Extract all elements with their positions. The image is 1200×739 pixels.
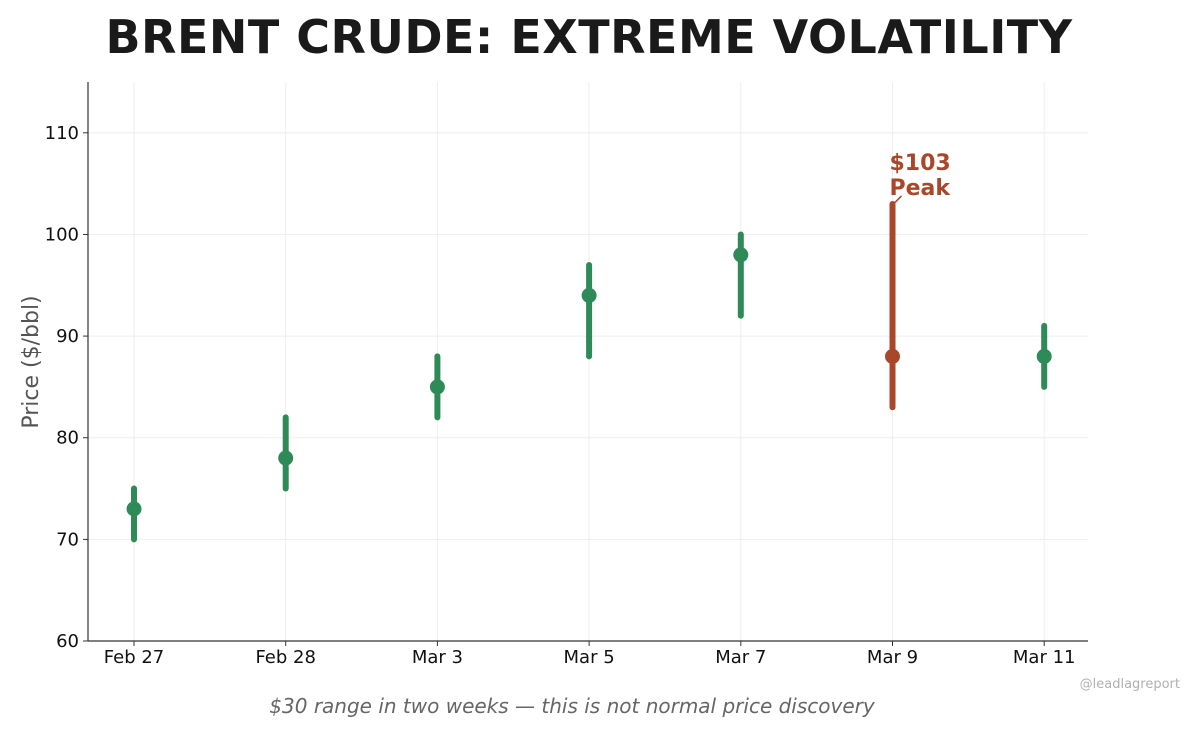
axis-layer: 60 70 80 90 100 110 Feb 27 Feb 28 Mar 3 Mar 5 Mar … xyxy=(45,82,1088,668)
watermark: @leadlagreport xyxy=(1079,677,1180,692)
annotation-arrow xyxy=(893,195,903,204)
x-tick-label: Mar 5 xyxy=(564,647,615,668)
close-point xyxy=(581,287,597,303)
y-tick-label: 110 xyxy=(45,123,79,144)
x-tick-label: Feb 28 xyxy=(255,647,316,668)
y-tick-label: 90 xyxy=(56,326,79,347)
y-tick-label: 70 xyxy=(56,529,79,550)
close-point xyxy=(278,450,294,466)
x-tick-label: Mar 7 xyxy=(715,647,766,668)
marks-layer xyxy=(126,200,1052,543)
close-point xyxy=(429,379,445,395)
x-tick-label: Mar 11 xyxy=(1013,647,1076,668)
y-tick-label: 100 xyxy=(45,224,79,245)
close-point xyxy=(126,501,142,517)
y-axis-label: Price ($/bbl) xyxy=(19,295,44,428)
y-tick-label: 80 xyxy=(56,428,79,449)
x-tick-label: Feb 27 xyxy=(104,647,165,668)
y-tick-label: 60 xyxy=(56,631,79,652)
x-tick-label: Mar 3 xyxy=(412,647,463,668)
annotation-value: $103 xyxy=(890,151,951,176)
close-point xyxy=(733,247,749,263)
x-tick-label: Mar 9 xyxy=(867,647,918,668)
close-point xyxy=(1036,348,1052,364)
close-point xyxy=(885,348,900,364)
annotation-label: Peak xyxy=(890,176,952,201)
chart-caption: $30 range in two weeks — this is not nor… xyxy=(269,694,875,718)
chart-title: BRENT CRUDE: EXTREME VOLATILITY xyxy=(105,10,1073,64)
